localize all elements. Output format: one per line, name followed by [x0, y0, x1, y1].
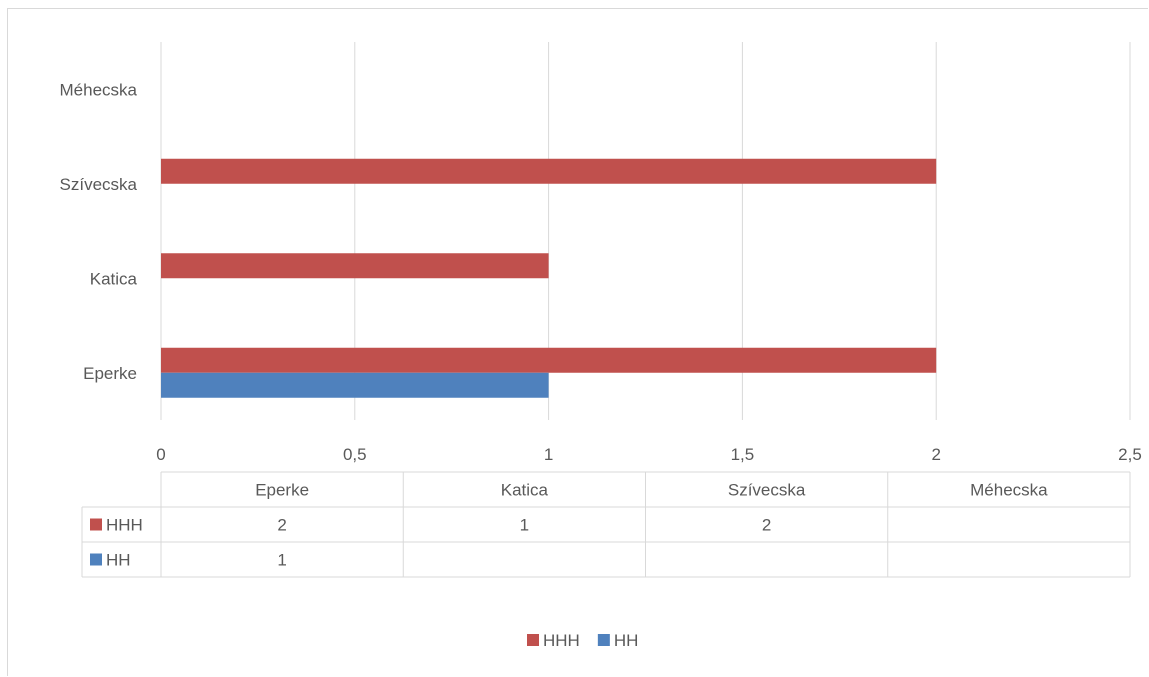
x-tick-label: 2,5: [1118, 445, 1142, 464]
category-label-szivecska: Szívecska: [60, 175, 138, 194]
table-legend-key-hhh: [90, 518, 102, 531]
table-header-katica: Katica: [501, 481, 549, 500]
legend-label-hhh: HHH: [543, 631, 580, 650]
table-cell-hhh-katica: 1: [520, 516, 529, 535]
table-cell-hhh-eperke: 2: [277, 516, 286, 535]
table-row-label-hhh: HHH: [106, 516, 143, 535]
table-header-szivecska: Szívecska: [728, 481, 806, 500]
data-table: Eperke Katica Szívecska Méhecska HHH 2 1 2 HH 1: [81, 471, 1131, 578]
table-legend-key-hh: [90, 553, 102, 566]
x-tick-label: 0,5: [343, 445, 367, 464]
bars: [161, 158, 937, 398]
category-label-mehecska: Méhecska: [60, 80, 138, 99]
table-row-label-hh: HH: [106, 551, 131, 570]
x-axis-ticks: 0 0,5 1 1,5 2 2,5: [156, 445, 1142, 464]
table-cell-hhh-szivecska: 2: [762, 516, 771, 535]
category-labels: Eperke Katica Szívecska Méhecska: [60, 80, 138, 383]
table-header-mehecska: Méhecska: [970, 481, 1048, 500]
legend: HHH HH: [527, 631, 638, 650]
bar-hhh-katica: [161, 253, 549, 279]
x-tick-label: 0: [156, 445, 165, 464]
x-tick-label: 1: [544, 445, 553, 464]
bar-hhh-eperke: [161, 347, 937, 373]
legend-key-hh: [597, 634, 610, 646]
x-tick-label: 2: [931, 445, 940, 464]
legend-label-hh: HH: [614, 631, 639, 650]
category-label-katica: Katica: [90, 269, 138, 288]
table-header-eperke: Eperke: [255, 481, 309, 500]
chart-frame: [7, 8, 1148, 676]
bar-hh-eperke: [161, 372, 549, 398]
category-label-eperke: Eperke: [83, 364, 137, 383]
table-cell-hh-eperke: 1: [277, 551, 286, 570]
legend-key-hhh: [527, 634, 539, 646]
bar-hhh-szivecska: [161, 158, 937, 184]
x-tick-label: 1,5: [731, 445, 755, 464]
